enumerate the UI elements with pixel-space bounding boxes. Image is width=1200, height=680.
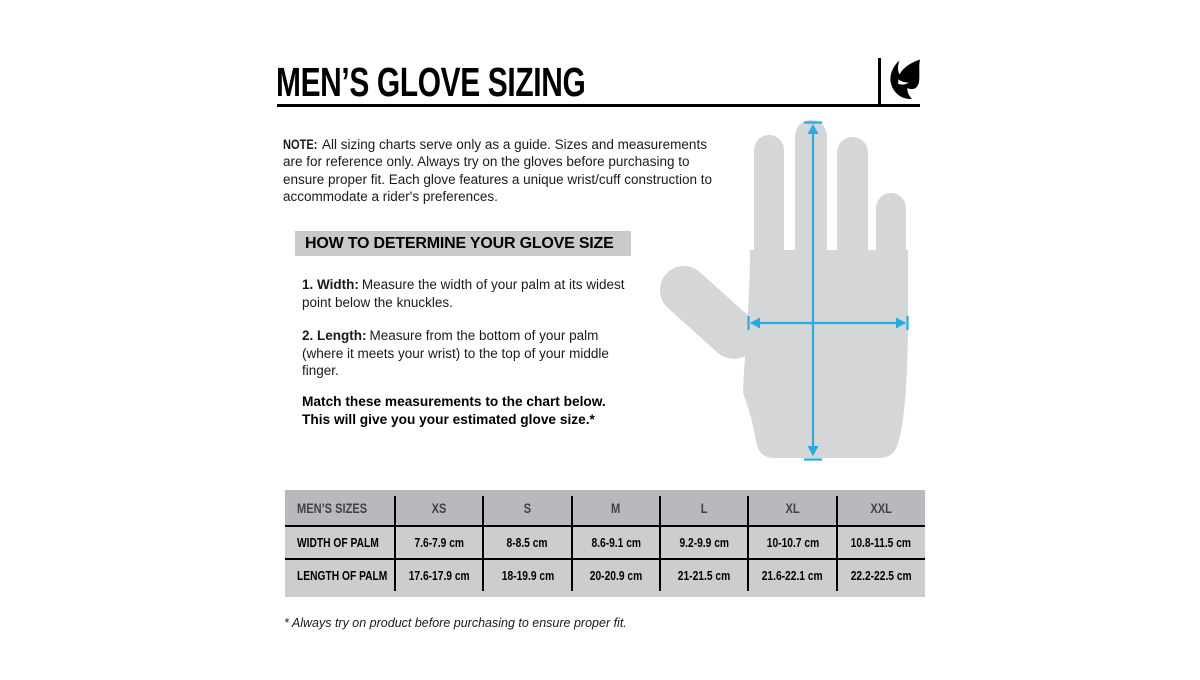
value-cell: 7.6-7.9 cm [414, 535, 464, 550]
value-cell: 8-8.5 cm [506, 535, 548, 550]
thor-logo-icon [886, 58, 922, 101]
logo-divider [878, 58, 881, 104]
step-length-label: 2. Length: [302, 328, 367, 343]
page-title: MEN’S GLOVE SIZING [276, 59, 586, 105]
table-divider [836, 496, 838, 591]
value-cell: 8.6-9.1 cm [591, 535, 641, 550]
header-cell-xs: XS [395, 490, 484, 526]
value-cell: 10-10.7 cm [766, 535, 819, 550]
header-cell-s: S [483, 490, 572, 526]
width-measure-line [747, 316, 909, 330]
value-cell: 18-19.9 cm [501, 568, 554, 583]
step-width-label: 1. Width: [302, 277, 359, 292]
table-divider [285, 525, 925, 527]
how-to-heading: HOW TO DETERMINE YOUR GLOVE SIZE [295, 231, 631, 256]
table-divider [571, 496, 573, 591]
row-label-length: LENGTH OF PALM [297, 568, 388, 583]
step-width: 1. Width: Measure the width of your palm … [302, 276, 634, 311]
note-text: All sizing charts serve only as a guide.… [283, 136, 712, 205]
table-divider [285, 558, 925, 560]
value-cell: 21.6-22.1 cm [762, 568, 823, 583]
step-length-text: Measure from the bottom of your palm (wh… [302, 328, 609, 378]
match-line-1: Match these measurements to the chart be… [302, 394, 606, 409]
match-instruction: Match these measurements to the chart be… [302, 393, 606, 428]
value-cell: 20-20.9 cm [589, 568, 643, 583]
size-table: MEN’S SIZES XS S M L XL XXL WIDTH OF PAL… [285, 490, 925, 597]
step-width-text: Measure the width of your palm at its wi… [302, 277, 625, 310]
length-measure-arrowheads [807, 124, 819, 456]
table-divider [747, 496, 749, 591]
header-cell-xl: XL [748, 490, 837, 526]
value-cell: 22.2-22.5 cm [850, 568, 912, 583]
note-paragraph: NOTE: All sizing charts serve only as a … [283, 136, 719, 206]
match-line-2: This will give you your estimated glove … [302, 411, 595, 427]
width-measure-arrowheads [750, 317, 906, 329]
table-divider [482, 496, 484, 591]
header-cell-sizes: MEN’S SIZES [285, 490, 395, 526]
footnote: * Always try on product before purchasin… [284, 616, 627, 630]
table-divider [394, 496, 396, 591]
note-label: NOTE: [283, 136, 318, 152]
title-rule [277, 104, 920, 107]
value-cell: 9.2-9.9 cm [679, 535, 729, 550]
hand-graphic [659, 120, 908, 458]
table-divider [659, 496, 661, 591]
header-cell-m: M [571, 490, 660, 526]
hand-illustration [655, 110, 920, 465]
header-cell-xxl: XXL [836, 490, 925, 526]
value-cell: 21-21.5 cm [677, 568, 731, 583]
step-length: 2. Length: Measure from the bottom of you… [302, 327, 634, 380]
header-cell-l: L [660, 490, 749, 526]
value-cell: 17.6-17.9 cm [408, 568, 470, 583]
length-measure-line [804, 121, 822, 461]
value-cell: 10.8-11.5 cm [850, 535, 912, 550]
row-label-width: WIDTH OF PALM [297, 535, 379, 550]
